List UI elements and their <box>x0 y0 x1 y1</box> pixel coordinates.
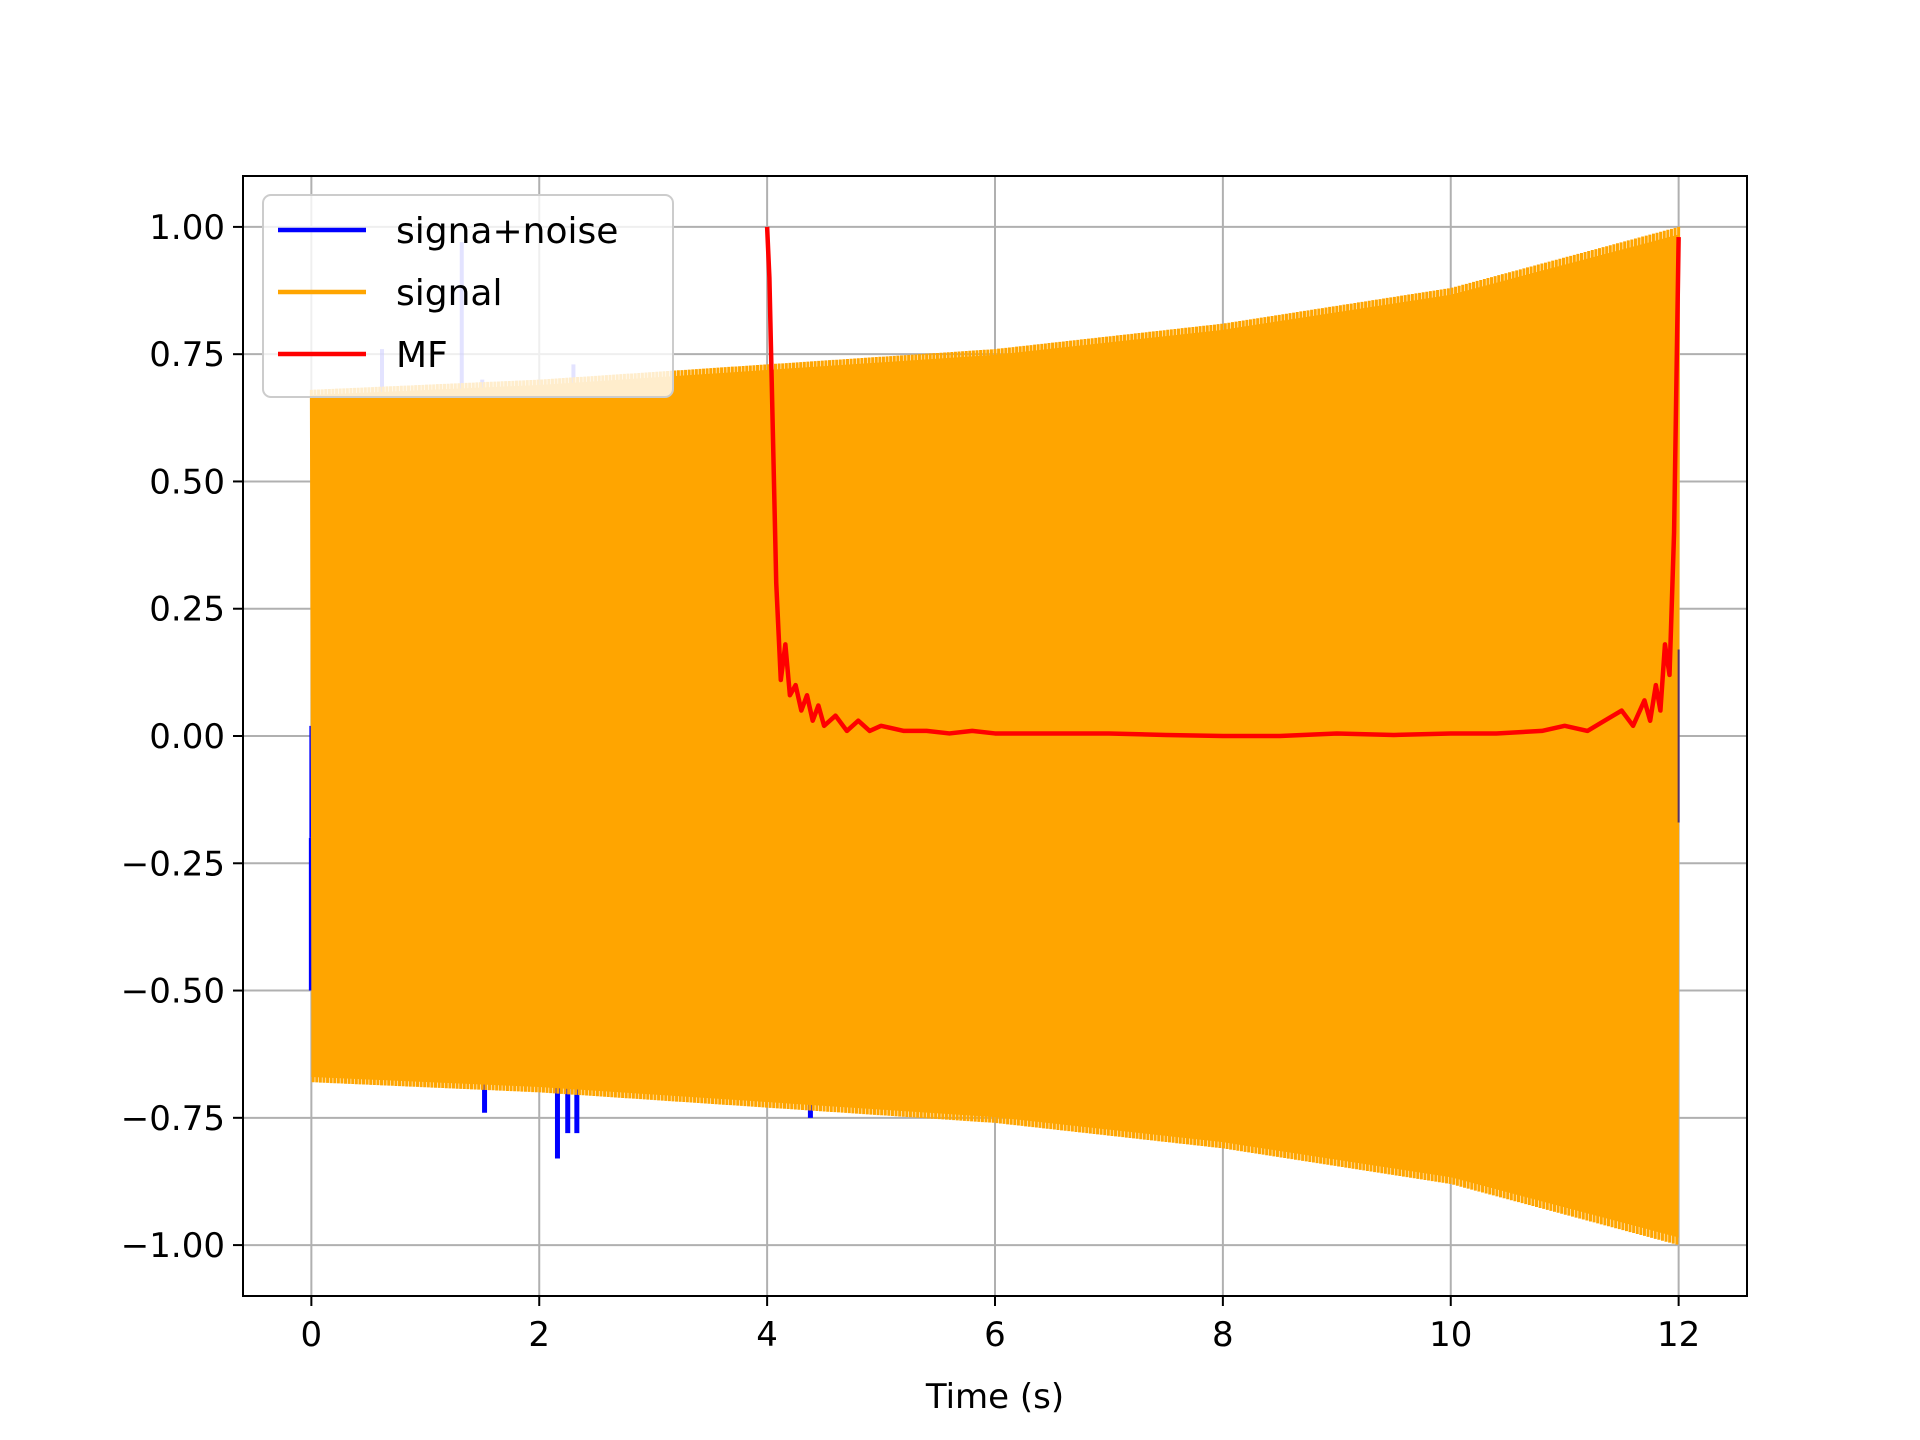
x-tick-label: 6 <box>984 1315 1006 1355</box>
y-tick-label: −1.00 <box>121 1226 225 1266</box>
y-tick-label: −0.50 <box>121 972 225 1012</box>
x-tick-label: 8 <box>1212 1315 1234 1355</box>
legend-label: signa+noise <box>396 211 618 252</box>
legend: signa+noise signal MF <box>262 194 674 398</box>
legend-label: signal <box>396 273 503 314</box>
mf-line <box>764 226 1681 739</box>
y-tick-label: 1.00 <box>149 208 225 248</box>
signal-envelope-fill <box>311 234 1679 1238</box>
y-tick-label: 0.00 <box>149 717 225 757</box>
y-tick-label: −0.25 <box>121 844 225 884</box>
x-tick-label: 2 <box>528 1315 550 1355</box>
x-tick-label: 12 <box>1657 1315 1700 1355</box>
y-tick-label: 0.25 <box>149 590 225 630</box>
legend-label: MF <box>396 335 448 376</box>
x-axis-ticks: 0 2 4 6 8 10 12 <box>301 1296 1700 1355</box>
x-tick-label: 10 <box>1429 1315 1472 1355</box>
legend-box <box>262 194 674 398</box>
series-mf <box>764 226 1681 739</box>
y-tick-label: 0.75 <box>149 335 225 375</box>
x-axis-label: Time (s) <box>925 1377 1064 1417</box>
x-tick-label: 4 <box>756 1315 778 1355</box>
y-axis-ticks: 1.00 0.75 0.50 0.25 0.00 −0.25 −0.50 −0.75 −1.00 <box>121 208 243 1266</box>
y-tick-label: −0.75 <box>121 1099 225 1139</box>
y-tick-label: 0.50 <box>149 462 225 502</box>
x-tick-label: 0 <box>301 1315 323 1355</box>
series-signal <box>309 226 1681 1245</box>
